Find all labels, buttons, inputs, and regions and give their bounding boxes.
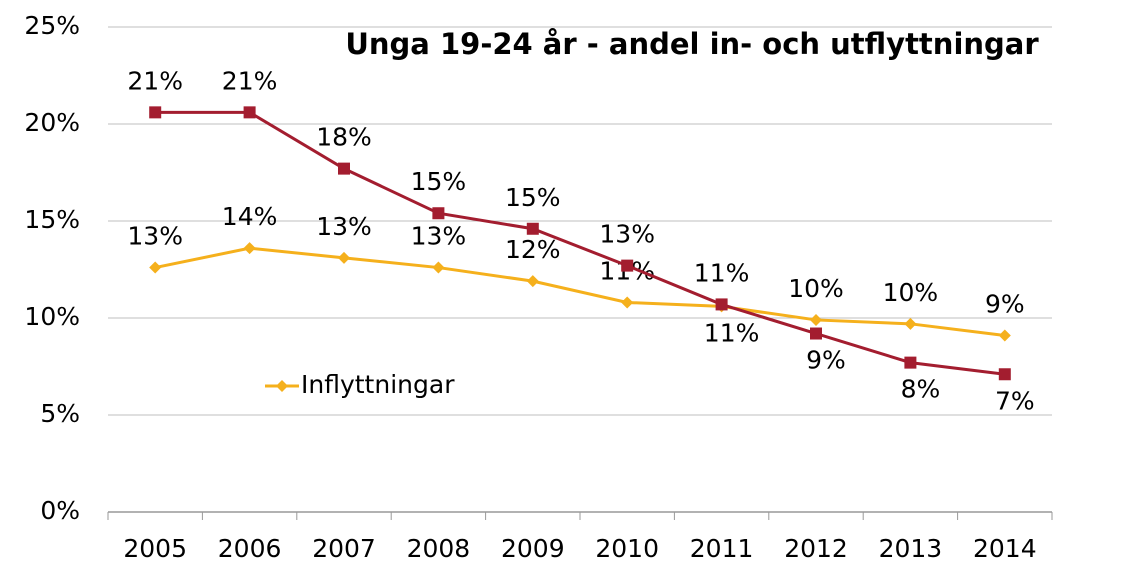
data-label: 14% <box>222 202 278 231</box>
chart-title: Unga 19-24 år - andel in- och utflyttnin… <box>345 27 1039 61</box>
marker <box>998 329 1011 342</box>
marker <box>243 242 256 255</box>
data-label: 10% <box>883 278 939 307</box>
y-tick-label: 5% <box>40 399 80 428</box>
data-label: 7% <box>995 386 1035 415</box>
marker <box>432 261 445 274</box>
data-label: 11% <box>694 258 750 287</box>
data-label: 13% <box>316 212 372 241</box>
data-label: 18% <box>316 123 372 152</box>
marker <box>621 259 634 272</box>
y-tick-label: 20% <box>24 108 80 137</box>
data-label: 21% <box>127 66 183 95</box>
marker <box>904 356 917 369</box>
data-label: 10% <box>788 274 844 303</box>
x-tick-label: 2008 <box>407 534 471 561</box>
x-tick-label: 2013 <box>879 534 943 561</box>
x-tick-label: 2010 <box>595 534 659 561</box>
x-tick-label: 2011 <box>690 534 754 561</box>
marker <box>243 106 256 119</box>
marker <box>998 368 1011 381</box>
marker <box>526 275 539 288</box>
marker <box>149 106 162 119</box>
legend-label: Inflyttningar <box>301 370 455 399</box>
data-label: 15% <box>411 167 467 196</box>
marker <box>338 162 350 175</box>
x-tick-label: 2012 <box>784 534 848 561</box>
marker <box>715 298 728 311</box>
data-label: 15% <box>505 183 561 212</box>
x-tick-label: 2005 <box>123 534 187 561</box>
marker <box>338 251 350 264</box>
y-tick-label: 25% <box>24 11 80 40</box>
data-label: 9% <box>806 346 846 375</box>
x-tick-label: 2014 <box>973 534 1037 561</box>
marker <box>904 317 917 330</box>
data-label: 21% <box>222 66 278 95</box>
x-tick-label: 2009 <box>501 534 565 561</box>
data-label: 12% <box>505 235 561 264</box>
marker <box>810 327 822 340</box>
series-line <box>155 110 1005 376</box>
data-label: 9% <box>985 289 1025 318</box>
x-tick-label: 2006 <box>218 534 282 561</box>
marker <box>810 313 822 326</box>
y-tick-label: 0% <box>40 496 80 525</box>
data-label: 13% <box>411 222 467 251</box>
marker <box>526 222 539 235</box>
marker <box>621 296 634 309</box>
marker <box>149 261 162 274</box>
data-label: 13% <box>599 220 655 249</box>
data-label: 13% <box>127 222 183 251</box>
data-label: 8% <box>901 375 941 404</box>
series-line <box>154 246 1005 337</box>
marker <box>276 380 288 392</box>
data-label: 11% <box>704 318 760 347</box>
y-tick-label: 10% <box>24 302 80 331</box>
y-tick-label: 15% <box>24 205 80 234</box>
x-tick-label: 2007 <box>312 534 376 561</box>
marker <box>432 207 445 220</box>
